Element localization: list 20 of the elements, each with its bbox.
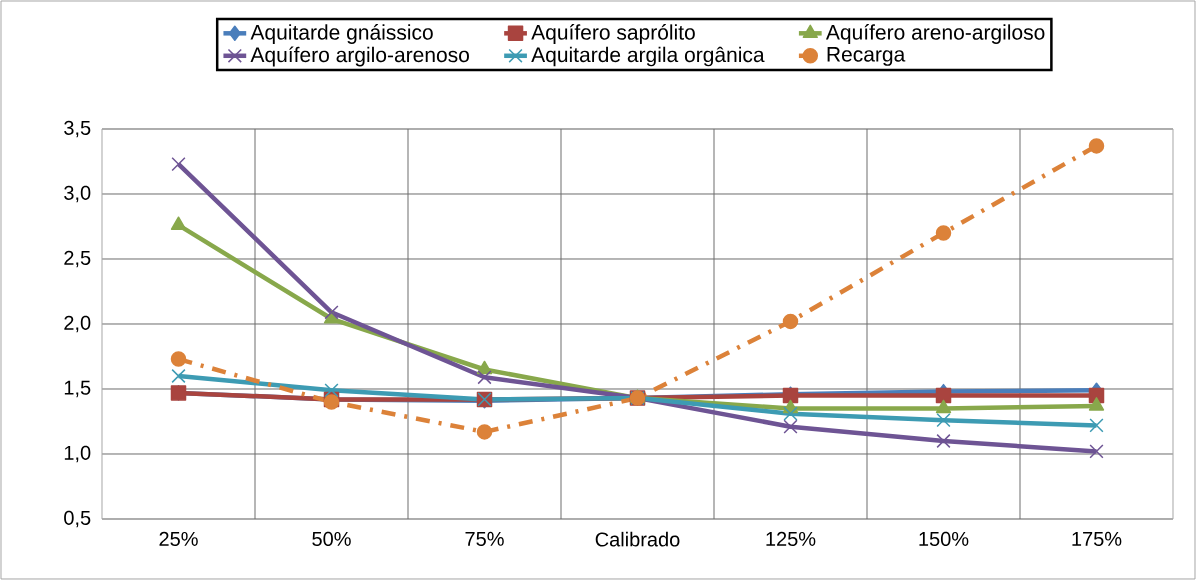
x-tick-label: 75% (465, 531, 504, 546)
legend-label: Aquífero areno-argiloso (825, 24, 1045, 44)
y-tick-label: 0,5 (64, 510, 91, 528)
x-tick-label: 150% (919, 531, 969, 546)
x-tick-label: 50% (312, 531, 351, 546)
legend-label: Aquitarde argila orgânica (531, 46, 765, 67)
legend-label: Recarga (827, 47, 906, 66)
legend-label: Aquífero argilo-arenoso (250, 46, 469, 67)
y-tick-label: 1,5 (64, 380, 91, 398)
x-tick-label: Calibrado (595, 531, 680, 547)
y-tick-label: 1,0 (64, 445, 91, 463)
x-tick-label: 125% (766, 531, 816, 546)
y-tick-label: 2,0 (64, 315, 91, 333)
y-tick-label: 2,5 (64, 250, 91, 268)
y-tick-label: 3,0 (64, 185, 91, 203)
legend-label: Aquitarde gnáissico (250, 24, 433, 44)
y-tick-label: 3,5 (64, 120, 91, 138)
x-tick-label: 25% (159, 531, 198, 546)
x-tick-label: 175% (1072, 531, 1122, 546)
legend-label: Aquífero saprólito (531, 24, 695, 44)
